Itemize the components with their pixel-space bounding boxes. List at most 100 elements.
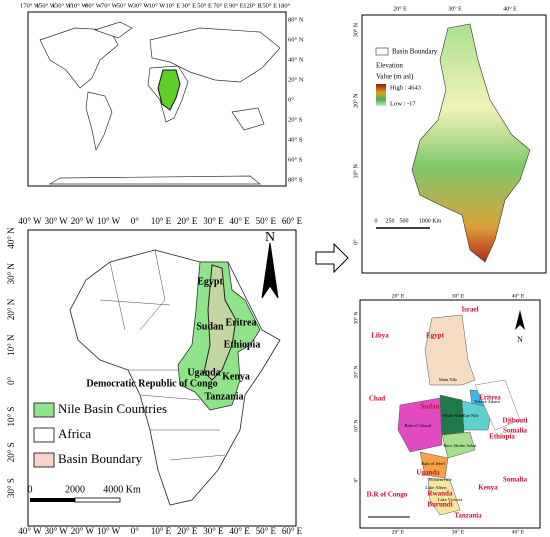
africa-top-tick: 40° W xyxy=(18,216,42,226)
country-label: Democratic Republic of Congo xyxy=(86,378,217,389)
elev-scale-label: 250 xyxy=(386,218,395,224)
africa-bottom-tick: 20° E xyxy=(177,526,198,536)
elev-left-tick: 20° N xyxy=(352,93,359,108)
elev-left-tick: 0° xyxy=(352,239,359,245)
sub-country: Burundi xyxy=(427,501,452,509)
world-right-tick: 80° S xyxy=(288,176,303,183)
north-america xyxy=(39,27,119,89)
world-top-tick: 10° W xyxy=(149,2,167,9)
subbasin-north-arrow xyxy=(515,310,525,330)
africa-top-tick: 10° W xyxy=(97,216,121,226)
africa-top-tick: 20° E xyxy=(177,216,198,226)
scale-bar-white xyxy=(74,497,121,503)
elev-left-tick: 10° N xyxy=(352,164,359,179)
country-label: Tanzania xyxy=(204,391,243,402)
africa-bottom-tick: 50° E xyxy=(256,526,277,536)
elev-top-tick: 20° E xyxy=(393,5,407,12)
legend-label: Basin Boundary xyxy=(58,451,143,466)
africa-bottom-tick: 60° E xyxy=(282,526,303,536)
elev-legend-title: Elevation xyxy=(376,62,403,70)
sub-left-tick: 0° xyxy=(352,478,359,483)
world-top-tick: 180° xyxy=(278,2,291,9)
australia xyxy=(231,107,265,131)
sub-basin: White Nile xyxy=(442,413,462,418)
scale-label: 4000 Km xyxy=(103,484,141,495)
arrow xyxy=(315,242,349,274)
world-top-tick: 170° W xyxy=(20,2,41,9)
africa-bottom-tick: 20° W xyxy=(71,526,95,536)
africa-left-tick: 20° S xyxy=(6,442,16,462)
africa-bottom-tick: 10° E xyxy=(151,526,172,536)
world-right-tick: 60° N xyxy=(288,36,304,43)
greenland xyxy=(93,21,133,39)
elev-top-tick: 40° E xyxy=(503,5,517,12)
sub-bottom-tick: 30° E xyxy=(452,528,465,535)
basin-victoria xyxy=(427,477,461,516)
world-right-tick: 80° N xyxy=(288,16,304,23)
elev-high: High : 4643 xyxy=(390,84,421,91)
sub-left-tick: 20° N xyxy=(352,365,359,378)
sub-basin: Main Nile xyxy=(439,377,457,382)
sub-country: Ethiopia xyxy=(489,433,515,441)
sub-country: Chad xyxy=(369,395,385,403)
world-right-tick: 20° N xyxy=(288,76,304,83)
legend-swatch-africa xyxy=(33,427,55,443)
world-top-tick: 50° W xyxy=(117,2,135,9)
world-top-tick: 50° E xyxy=(197,2,212,9)
legend-label: Africa xyxy=(58,426,91,441)
elev-top-tick: 30° E xyxy=(448,5,462,12)
africa-bottom-tick: 40° E xyxy=(229,526,250,536)
world-top-tick: 30° W xyxy=(133,2,151,9)
sub-basin: Bahr el Jebel xyxy=(421,461,445,466)
elev-ramp xyxy=(376,84,386,106)
north-arrow xyxy=(261,242,279,299)
africa-bottom-tick: 0° xyxy=(131,526,140,536)
africa-top-tick: 30° W xyxy=(45,216,69,226)
world-right-tick: 20° S xyxy=(288,116,303,123)
elev-scale-label: 1000 Km xyxy=(419,218,442,224)
basin-bahr-el-jebel xyxy=(419,451,449,479)
sub-left-tick: 30° N xyxy=(352,311,359,324)
africa-top-tick: 10° E xyxy=(151,216,172,226)
basin-sobat xyxy=(441,431,476,459)
country-label: Kenya xyxy=(222,371,250,382)
africa-bottom-tick: 30° W xyxy=(45,526,69,536)
world-right-tick: 0° xyxy=(288,96,294,103)
sub-country: Libya xyxy=(371,332,389,340)
sub-basin: Bahr el Ghazal xyxy=(405,423,433,428)
world-top-tick: 30° E xyxy=(181,2,196,9)
africa-left-tick: 40° N xyxy=(6,227,16,249)
sub-country: Egypt xyxy=(426,332,445,340)
scale-label: 2000 xyxy=(65,484,85,495)
sub-country: Eritrea xyxy=(479,394,501,402)
elev-low: Low : -17 xyxy=(390,100,416,107)
sub-basin: Lake Victoria xyxy=(438,497,463,502)
africa-left-tick: 0° xyxy=(6,376,16,385)
elev-left-tick: 30° N xyxy=(352,22,359,37)
sub-top-tick: 20° E xyxy=(392,292,405,299)
scale-bar-black xyxy=(30,498,75,502)
antarctica xyxy=(48,175,261,185)
world-top-tick: 110° W xyxy=(68,2,89,9)
world-top-tick: 90° E xyxy=(229,2,244,9)
sub-bottom-tick: 40° E xyxy=(512,528,525,535)
sub-country: Kenya xyxy=(478,484,498,492)
sub-top-tick: 30° E xyxy=(452,292,465,299)
elev-scale-label: 500 xyxy=(400,218,409,224)
country-label: Sudan xyxy=(196,321,224,332)
world-top-tick: 70° E xyxy=(213,2,228,9)
sub-basin: Baro Akobo Sobat xyxy=(443,443,477,448)
elev-legend-unit: Value (m asl) xyxy=(376,73,414,81)
basin-white-nile xyxy=(439,394,465,436)
legend-swatch-nile xyxy=(33,402,55,418)
world-right-tick: 60° S xyxy=(288,156,303,163)
africa-top-tick: 30° E xyxy=(203,216,224,226)
africa-basin-boundary xyxy=(203,264,237,381)
ethiopia-outline xyxy=(474,379,521,431)
world-top-tick: 120° E xyxy=(243,2,261,9)
world-top-tick: 10° E xyxy=(166,2,181,9)
sub-country: Uganda xyxy=(416,469,440,477)
sub-top-tick: 40° E xyxy=(512,292,525,299)
sub-basin: Lake Albert xyxy=(425,485,447,490)
